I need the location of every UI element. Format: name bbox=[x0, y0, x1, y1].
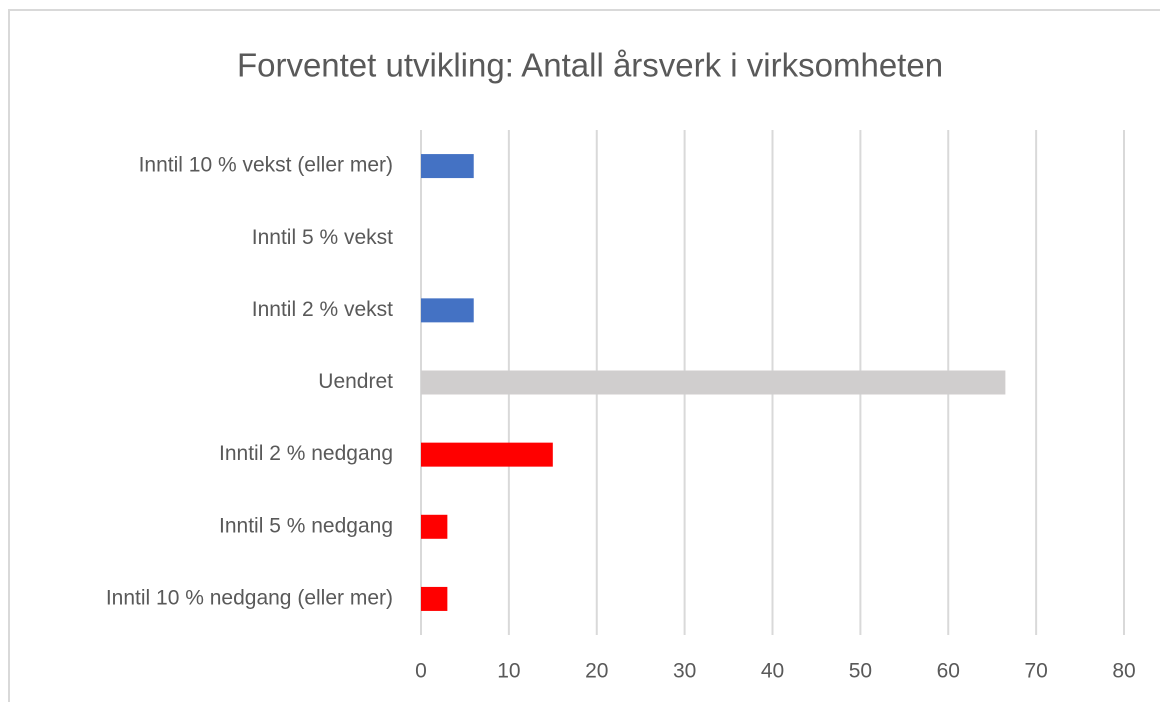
bar bbox=[421, 154, 474, 179]
y-tick-label: Inntil 2 % vekst bbox=[252, 298, 393, 321]
bar bbox=[421, 586, 448, 611]
x-tick-label: 80 bbox=[1112, 660, 1135, 683]
bar bbox=[421, 370, 1006, 395]
x-tick-label: 20 bbox=[585, 660, 608, 683]
chart-title: Forventet utvikling: Antall årsverk i vi… bbox=[237, 47, 943, 84]
bar bbox=[421, 514, 448, 539]
x-tick-label: 0 bbox=[415, 660, 427, 683]
x-tick-label: 40 bbox=[761, 660, 784, 683]
y-tick-label: Inntil 5 % vekst bbox=[252, 226, 393, 249]
x-tick-label: 10 bbox=[497, 660, 520, 683]
x-tick-label: 50 bbox=[849, 660, 872, 683]
y-tick-label: Inntil 5 % nedgang bbox=[219, 514, 393, 537]
chart-border bbox=[8, 9, 1160, 702]
x-tick-label: 70 bbox=[1024, 660, 1047, 683]
y-tick-label: Inntil 10 % vekst (eller mer) bbox=[139, 154, 393, 177]
y-tick-label: Uendret bbox=[318, 370, 393, 393]
bar bbox=[421, 298, 474, 323]
x-tick-label: 60 bbox=[937, 660, 960, 683]
bar bbox=[421, 442, 553, 467]
x-tick-label: 30 bbox=[673, 660, 696, 683]
y-tick-label: Inntil 2 % nedgang bbox=[219, 442, 393, 465]
y-tick-label: Inntil 10 % nedgang (eller mer) bbox=[106, 586, 393, 609]
